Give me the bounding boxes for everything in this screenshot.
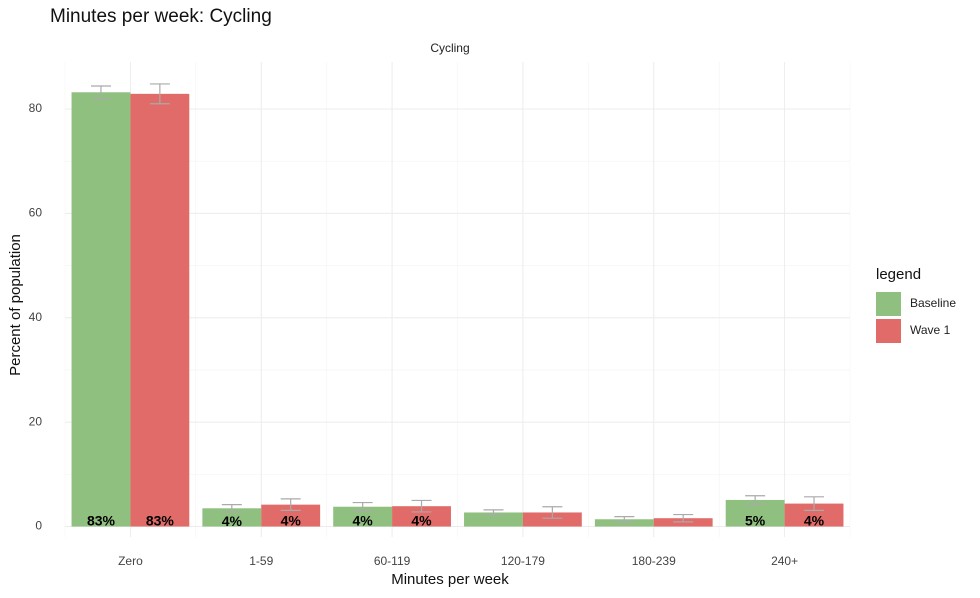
- legend-swatch: [876, 319, 901, 343]
- y-tick-label: 80: [29, 101, 43, 115]
- x-tick-label: 240+: [771, 554, 798, 568]
- value-label: 4%: [411, 512, 432, 528]
- legend-label: Baseline: [910, 296, 956, 310]
- bar: [392, 506, 451, 527]
- value-label: 4%: [804, 512, 825, 528]
- y-tick-label: 40: [29, 310, 43, 324]
- y-tick-label: 0: [35, 519, 42, 533]
- bar: [202, 508, 262, 527]
- value-label: 4%: [353, 512, 374, 528]
- value-label: 5%: [745, 512, 766, 528]
- x-tick-label: Zero: [118, 554, 143, 568]
- bar: [464, 512, 523, 527]
- bar: [261, 504, 321, 527]
- value-label: 83%: [87, 512, 116, 528]
- bar: [594, 519, 654, 527]
- bar: [71, 92, 131, 527]
- y-axis-label: Percent of population: [7, 234, 24, 376]
- value-label: 83%: [146, 512, 175, 528]
- x-axis-label: Minutes per week: [391, 571, 509, 588]
- chart-title: Minutes per week: Cycling: [50, 6, 272, 27]
- legend-title: legend: [876, 266, 921, 283]
- x-tick-label: 60-119: [374, 554, 411, 568]
- facet-label: Cycling: [430, 41, 469, 55]
- legend-swatch: [876, 292, 901, 316]
- value-label: 4%: [281, 512, 302, 528]
- bar: [522, 512, 582, 527]
- y-tick-label: 20: [29, 414, 43, 428]
- bar: [784, 503, 844, 527]
- legend-label: Wave 1: [910, 323, 951, 337]
- y-tick-label: 60: [29, 206, 43, 220]
- x-tick-label: 180-239: [632, 554, 676, 568]
- value-label: 4%: [222, 513, 243, 529]
- x-tick-label: 1-59: [249, 554, 273, 568]
- bar: [333, 506, 393, 527]
- bar: [130, 93, 190, 527]
- x-tick-label: 120-179: [501, 554, 545, 568]
